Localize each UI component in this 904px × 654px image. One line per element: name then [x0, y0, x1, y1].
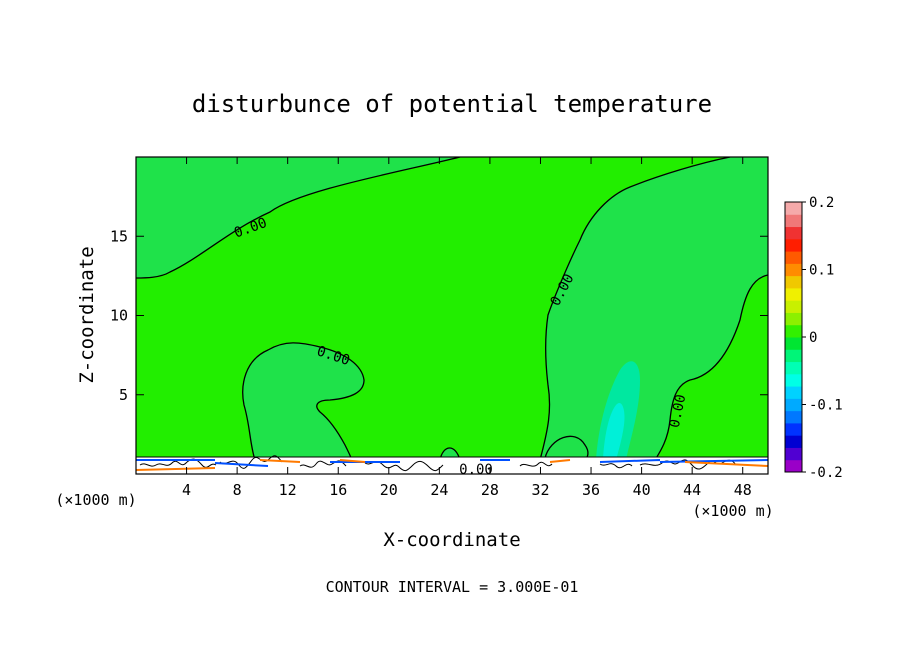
y-tick-label: 10: [110, 307, 128, 325]
y-tick-label: 5: [119, 386, 128, 404]
contour-line: [242, 342, 365, 461]
colorbar: 0.2 0.1 0 -0.1 -0.2: [784, 195, 843, 481]
contour-label: 0.00: [667, 393, 690, 429]
surface-layer: [136, 455, 768, 474]
surface-contour-noise: [139, 455, 737, 472]
colorbar-tick-label: -0.1: [809, 398, 843, 414]
colorbar-swatch: [785, 300, 802, 313]
colorbar-swatch: [785, 410, 802, 424]
colorbar-swatch: [785, 435, 802, 448]
x-tick-label: 12: [279, 481, 297, 499]
contour-interval-note: CONTOUR INTERVAL = 3.000E-01: [326, 578, 579, 596]
x-tick-label: 4: [182, 481, 191, 499]
colorbar-swatch: [785, 422, 802, 436]
colorbar-swatch: [785, 447, 802, 461]
colorbar-swatch: [785, 361, 802, 375]
y-tick-label: 15: [110, 227, 128, 245]
x-tick-label: 48: [734, 481, 752, 499]
colorbar-tick-label: 0.2: [809, 195, 834, 211]
colorbar-swatch: [785, 349, 802, 363]
x-axis-label: X-coordinate: [383, 529, 520, 551]
contour-label: 0.00: [459, 462, 493, 478]
colorbar-tick-label: 0.1: [809, 263, 834, 279]
x-tick-label: 8: [233, 481, 242, 499]
surface-band: [136, 456, 768, 474]
colorbar-swatch: [785, 238, 802, 252]
colorbar-tick-label: -0.2: [809, 465, 843, 481]
contour-line: [136, 157, 461, 279]
colorbar-swatch: [785, 214, 802, 228]
region-right: [540, 157, 768, 460]
x-tick-label: 36: [582, 481, 600, 499]
x-tick-label: 16: [329, 481, 347, 499]
colorbar-swatch: [785, 398, 802, 412]
colorbar-swatch: [785, 386, 802, 399]
colorbar-swatch: [785, 324, 802, 338]
x-unit-left: (×1000 m): [55, 491, 136, 509]
colorbar-swatch: [785, 275, 802, 289]
region-cold-plume-core: [603, 402, 625, 460]
x-tick-label: 32: [531, 481, 549, 499]
contour-line: [654, 274, 768, 461]
colorbar-swatch: [785, 459, 802, 473]
colorbar-swatch: [785, 251, 802, 264]
x-tick-label: 44: [683, 481, 701, 499]
x-unit-right: (×1000 m): [692, 502, 773, 520]
colorbar-swatch: [785, 202, 802, 215]
x-ticks: 4 8 12 16 20 24 28 32 36 40 44 48: [182, 157, 752, 499]
region-left-bubble: [242, 342, 364, 460]
x-tick-label: 20: [380, 481, 398, 499]
colorbar-swatch: [785, 312, 802, 326]
y-axis-label: Z-coordinate: [76, 246, 98, 383]
chart-title: disturbunce of potential temperature: [192, 90, 712, 118]
contour-line: [539, 157, 731, 461]
region-upper-left-lobe: [136, 157, 460, 278]
y-ticks: 5 10 15: [110, 227, 768, 404]
colorbar-tick-label: 0: [809, 330, 817, 346]
x-tick-label: 28: [481, 481, 499, 499]
plot-area: 0.00 0.00 0.00 0.00 0.00: [136, 157, 768, 478]
colorbar-swatch: [785, 226, 802, 240]
colorbar-swatch: [785, 373, 802, 387]
colorbar-swatch: [785, 263, 802, 277]
surface-warm-bands: [136, 459, 768, 471]
x-tick-label: 24: [430, 481, 448, 499]
colorbar-swatch: [785, 287, 802, 301]
x-tick-label: 40: [633, 481, 651, 499]
colorbar-swatch: [785, 337, 802, 350]
